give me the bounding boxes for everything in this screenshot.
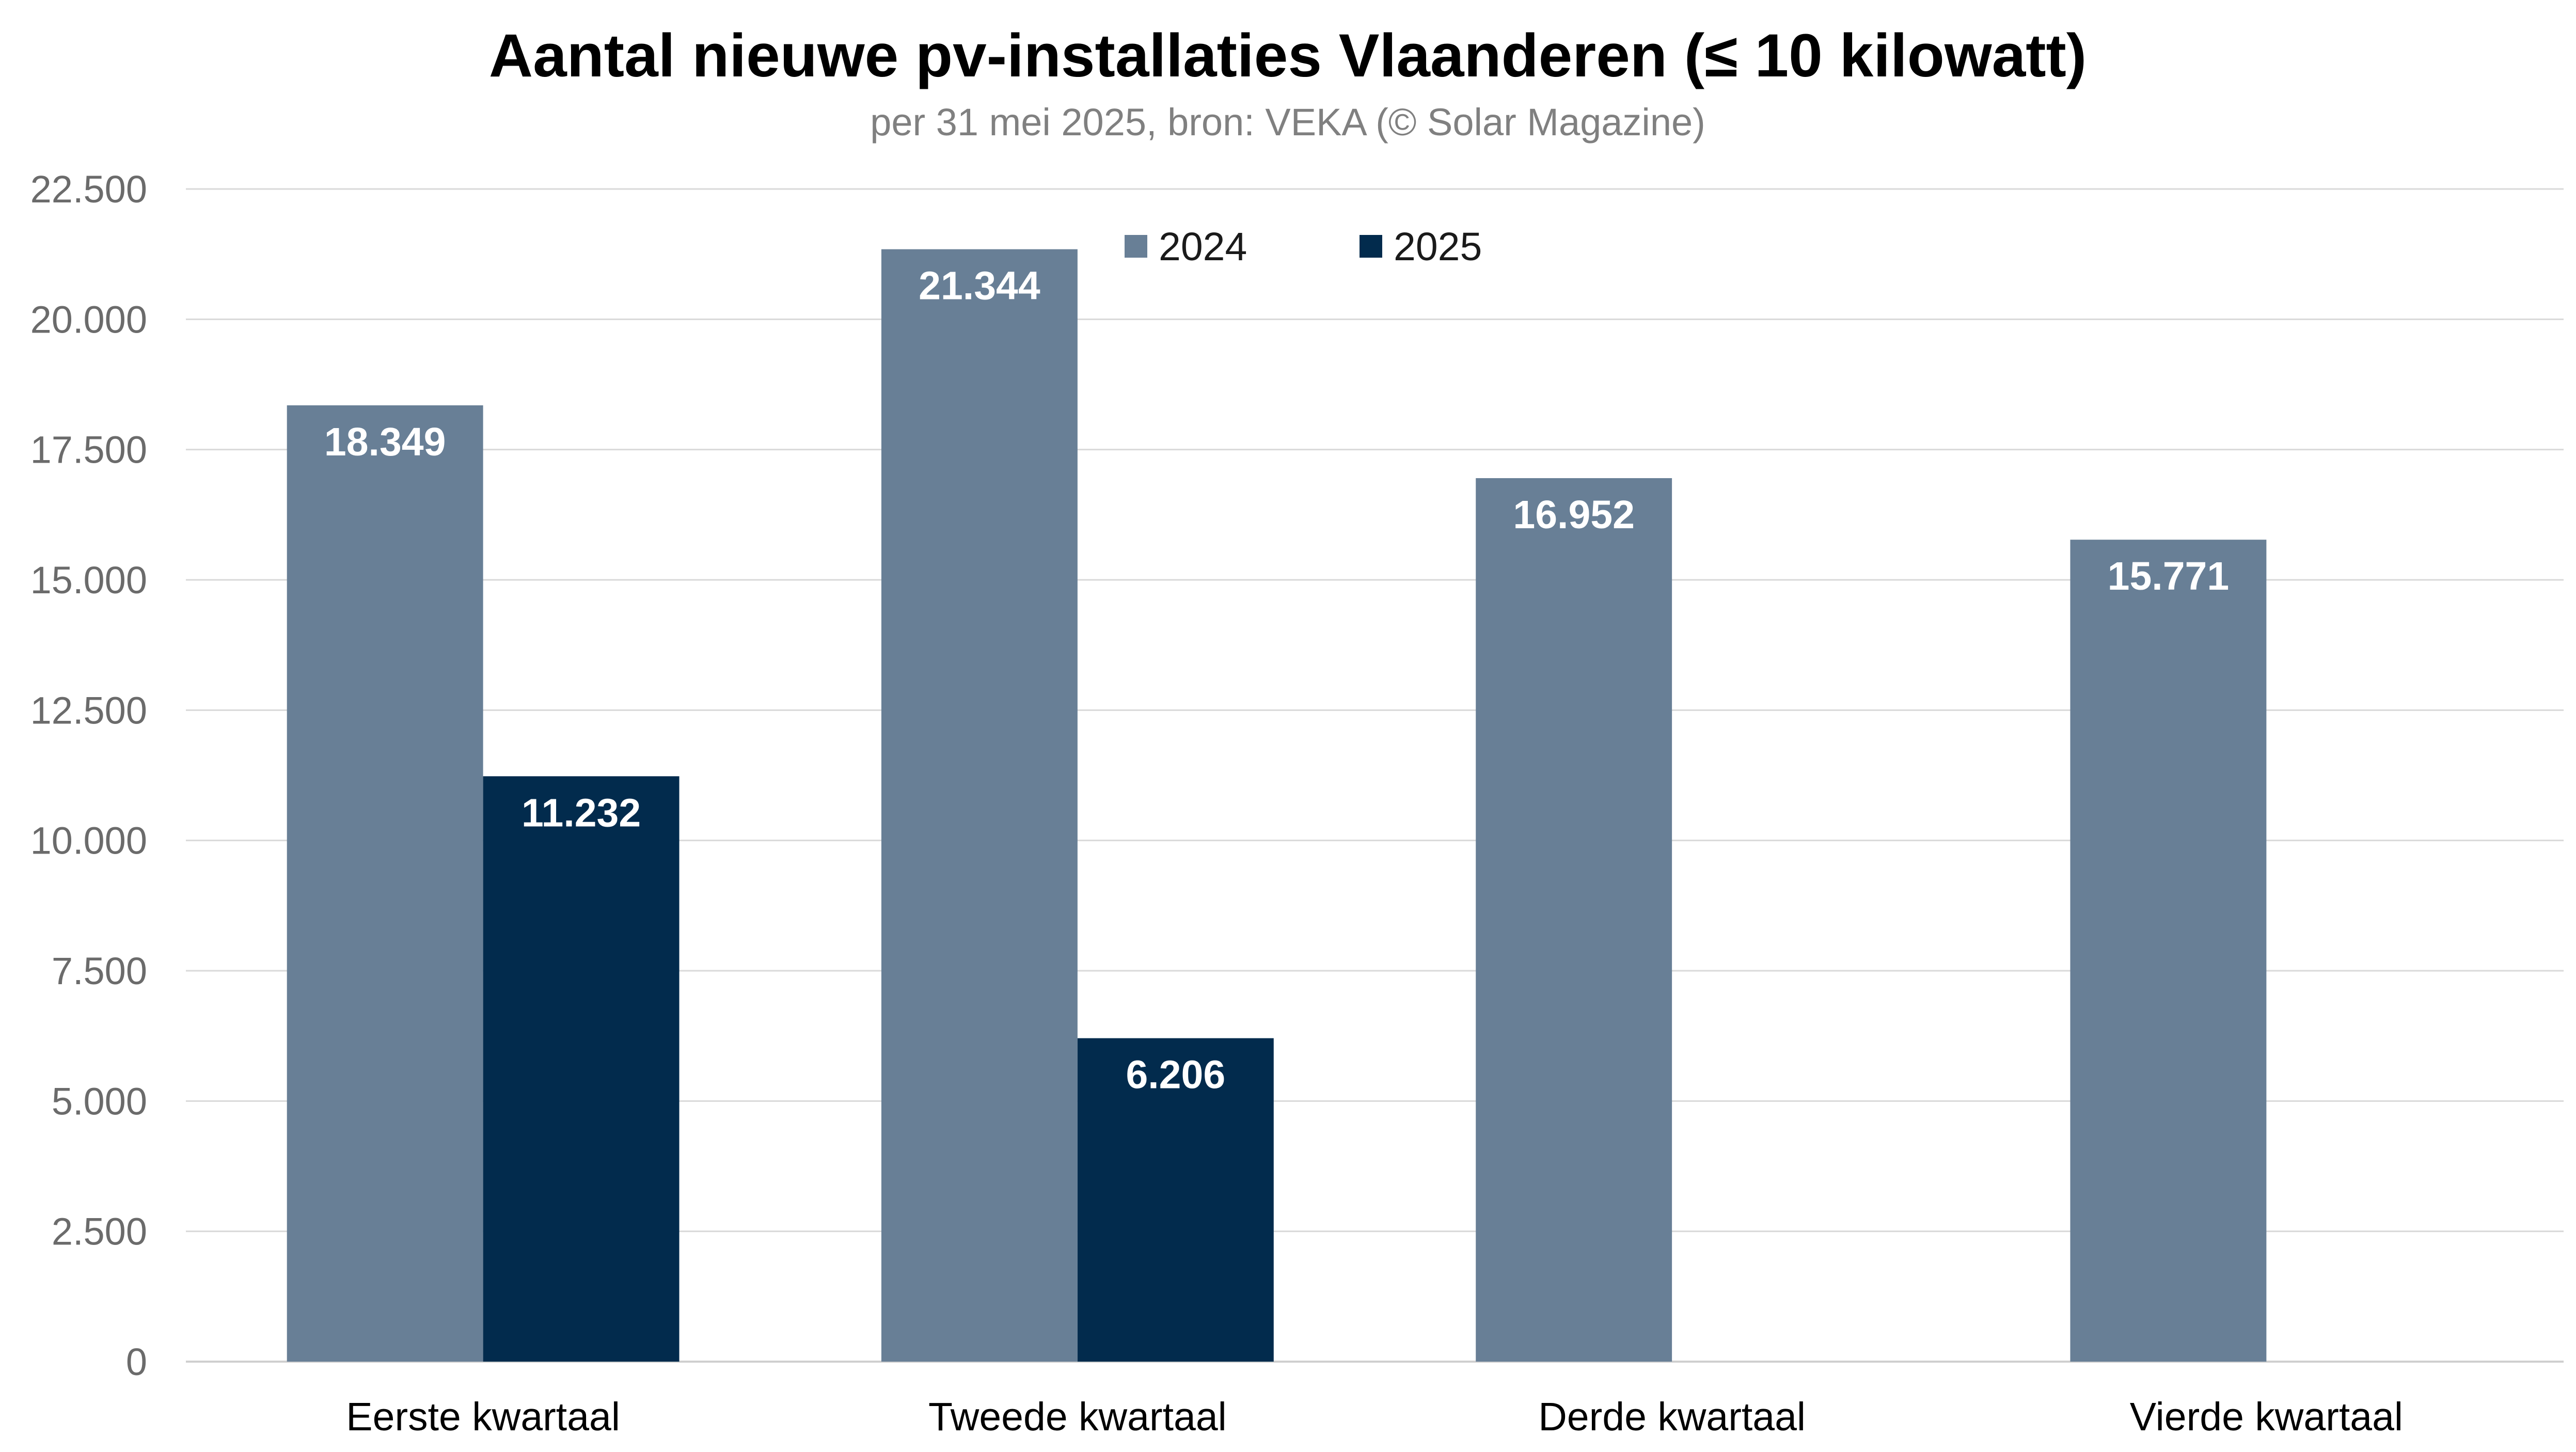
data-label: 18.349 bbox=[324, 420, 446, 464]
data-label: 11.232 bbox=[521, 791, 641, 835]
x-tick-label: Tweede kwartaal bbox=[928, 1395, 1227, 1439]
legend-swatch-2025 bbox=[1360, 235, 1382, 258]
y-axis-ticks: 0 2.500 5.000 7.500 10.000 12.500 15.000 17.500… bbox=[30, 168, 147, 1383]
legend: 2024 2025 bbox=[1125, 225, 1482, 269]
bar-2024-2 bbox=[1476, 478, 1672, 1362]
y-tick-label: 17.500 bbox=[30, 429, 147, 471]
data-labels: 18.349 11.232 21.344 6.206 16.952 15.771 bbox=[324, 264, 2229, 1097]
legend-swatch-2024 bbox=[1125, 235, 1147, 258]
y-tick-label: 10.000 bbox=[30, 819, 147, 862]
x-tick-label: Vierde kwartaal bbox=[2130, 1395, 2403, 1439]
y-tick-label: 7.500 bbox=[52, 950, 147, 992]
chart-subtitle: per 31 mei 2025, bron: VEKA (© Solar Mag… bbox=[870, 101, 1705, 144]
y-tick-label: 2.500 bbox=[52, 1210, 147, 1253]
bar-2024-0 bbox=[287, 405, 483, 1362]
bars bbox=[287, 249, 2267, 1362]
data-label: 15.771 bbox=[2108, 554, 2230, 598]
bar-2025-1 bbox=[1077, 1038, 1274, 1362]
y-tick-label: 12.500 bbox=[30, 689, 147, 732]
data-label: 6.206 bbox=[1126, 1053, 1225, 1097]
x-tick-label: Derde kwartaal bbox=[1538, 1395, 1806, 1439]
data-label: 21.344 bbox=[919, 264, 1040, 308]
bar-2024-1 bbox=[881, 249, 1078, 1362]
data-label: 16.952 bbox=[1513, 493, 1635, 537]
y-tick-label: 0 bbox=[126, 1340, 147, 1383]
x-axis-ticks: Eerste kwartaal Tweede kwartaal Derde kwar… bbox=[346, 1395, 2403, 1439]
bar-2025-0 bbox=[483, 776, 679, 1362]
chart-title: Aantal nieuwe pv-installaties Vlaanderen… bbox=[489, 22, 2087, 90]
bar-2024-3 bbox=[2070, 540, 2267, 1362]
legend-label: 2024 bbox=[1159, 225, 1247, 269]
x-tick-label: Eerste kwartaal bbox=[346, 1395, 620, 1439]
y-tick-label: 15.000 bbox=[30, 559, 147, 602]
legend-label: 2025 bbox=[1394, 225, 1482, 269]
y-tick-label: 20.000 bbox=[30, 298, 147, 341]
y-tick-label: 22.500 bbox=[30, 168, 147, 211]
y-tick-label: 5.000 bbox=[52, 1080, 147, 1123]
